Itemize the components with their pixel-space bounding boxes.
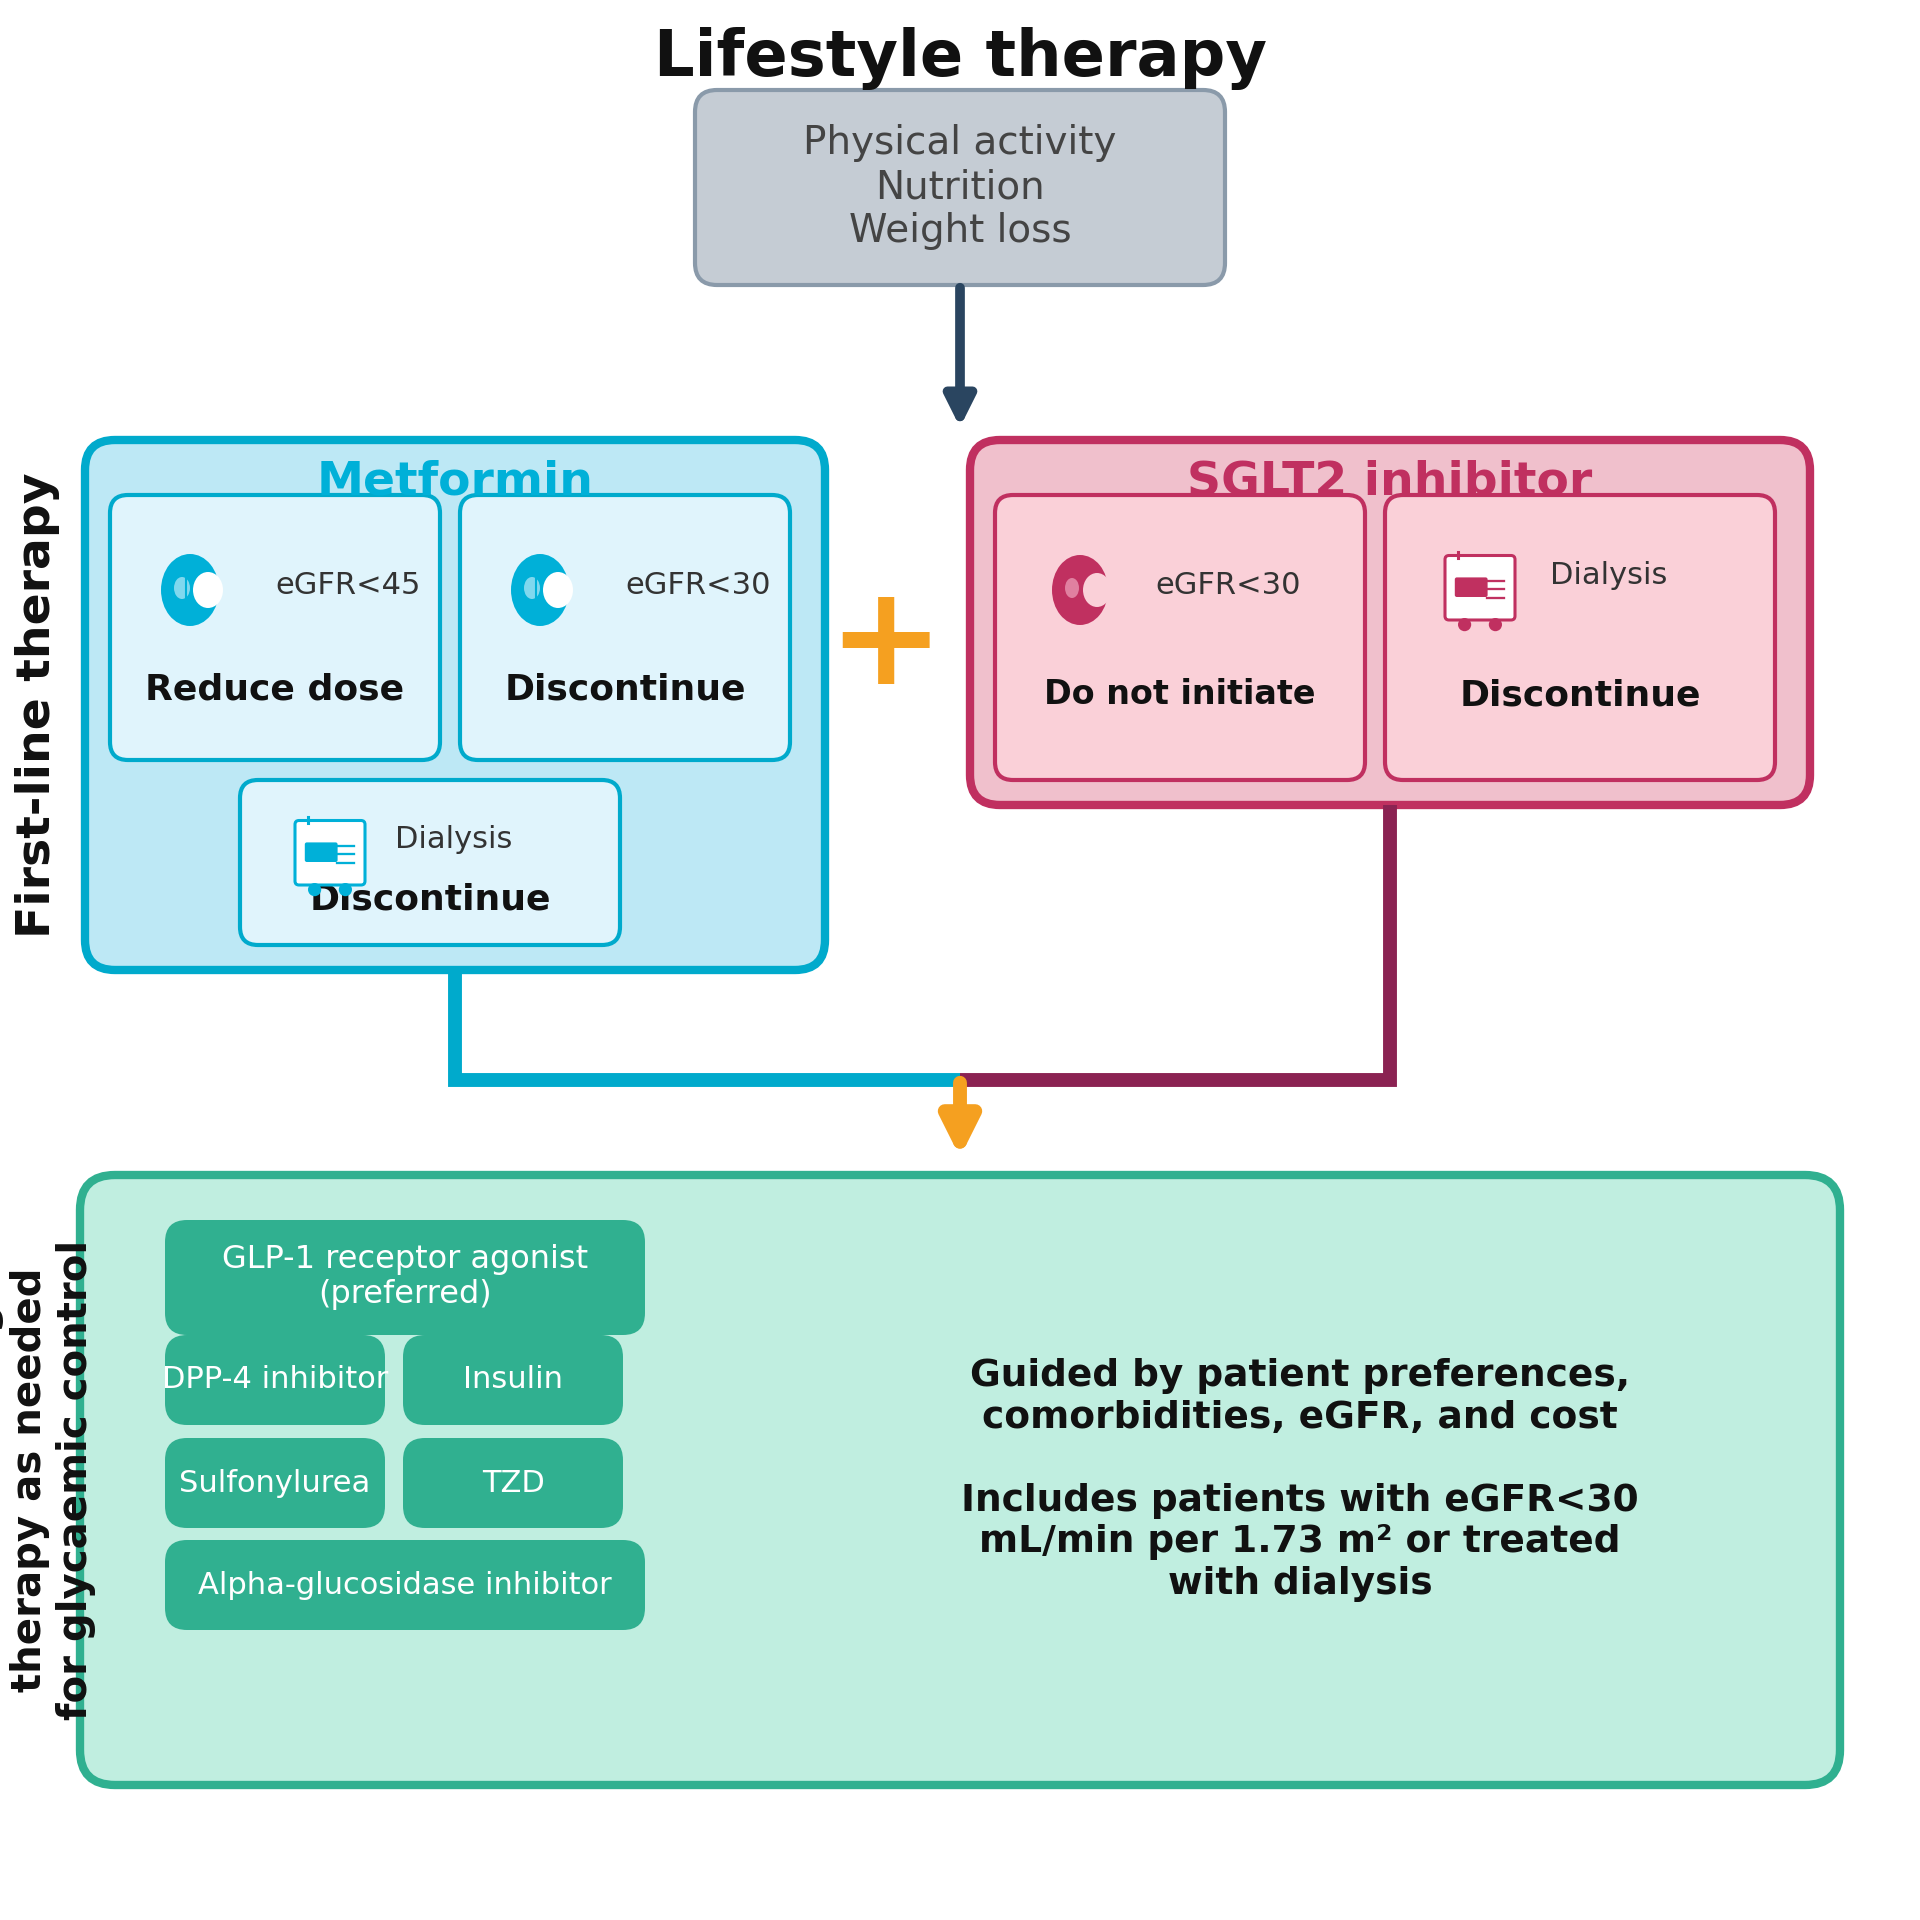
Text: Lifestyle therapy: Lifestyle therapy — [653, 27, 1267, 90]
FancyBboxPatch shape — [403, 1334, 622, 1425]
Text: SGLT2 inhibitor: SGLT2 inhibitor — [1187, 459, 1592, 505]
FancyBboxPatch shape — [165, 1540, 645, 1630]
FancyBboxPatch shape — [81, 1175, 1839, 1786]
FancyBboxPatch shape — [240, 780, 620, 945]
FancyBboxPatch shape — [970, 440, 1811, 804]
Circle shape — [307, 883, 321, 897]
Text: GLP-1 receptor agonist
(preferred): GLP-1 receptor agonist (preferred) — [223, 1244, 588, 1309]
FancyBboxPatch shape — [165, 1438, 386, 1528]
Text: Sulfonylurea: Sulfonylurea — [179, 1469, 371, 1498]
FancyBboxPatch shape — [296, 820, 365, 885]
Text: Do not initiate: Do not initiate — [1044, 678, 1315, 712]
Text: DPP-4 inhibitor: DPP-4 inhibitor — [161, 1365, 388, 1394]
Text: Discontinue: Discontinue — [1459, 678, 1701, 712]
Circle shape — [1488, 618, 1501, 632]
Circle shape — [1457, 618, 1471, 632]
Text: Discontinue: Discontinue — [309, 883, 551, 918]
FancyBboxPatch shape — [1446, 555, 1515, 620]
FancyBboxPatch shape — [995, 495, 1365, 780]
Ellipse shape — [511, 555, 568, 626]
Text: Dialysis: Dialysis — [1549, 561, 1667, 589]
Text: Physical activity
Nutrition
Weight loss: Physical activity Nutrition Weight loss — [803, 125, 1117, 250]
Text: +: + — [828, 578, 943, 712]
Ellipse shape — [194, 572, 223, 609]
Circle shape — [338, 883, 351, 897]
FancyBboxPatch shape — [165, 1334, 386, 1425]
Text: Reduce dose: Reduce dose — [146, 674, 405, 707]
Ellipse shape — [1083, 572, 1112, 607]
Text: Dialysis: Dialysis — [396, 826, 513, 854]
FancyBboxPatch shape — [109, 495, 440, 760]
FancyBboxPatch shape — [461, 495, 789, 760]
Ellipse shape — [1066, 578, 1079, 597]
FancyBboxPatch shape — [1384, 495, 1774, 780]
Text: Metformin: Metformin — [317, 459, 593, 505]
Text: Insulin: Insulin — [463, 1365, 563, 1394]
FancyBboxPatch shape — [403, 1438, 622, 1528]
Text: Additional drug
therapy as needed
for glycaemic control: Additional drug therapy as needed for gl… — [0, 1240, 96, 1720]
Ellipse shape — [543, 572, 572, 609]
FancyBboxPatch shape — [1455, 578, 1488, 597]
Text: eGFR<45: eGFR<45 — [275, 570, 420, 599]
Text: TZD: TZD — [482, 1469, 545, 1498]
FancyBboxPatch shape — [84, 440, 826, 970]
FancyBboxPatch shape — [165, 1219, 645, 1334]
Text: Discontinue: Discontinue — [505, 674, 745, 707]
Text: eGFR<30: eGFR<30 — [1156, 570, 1300, 599]
Text: eGFR<30: eGFR<30 — [626, 570, 770, 599]
Ellipse shape — [161, 555, 219, 626]
Ellipse shape — [1052, 555, 1108, 626]
Text: First-line therapy: First-line therapy — [15, 472, 61, 937]
Ellipse shape — [175, 578, 190, 599]
Text: Alpha-glucosidase inhibitor: Alpha-glucosidase inhibitor — [198, 1571, 612, 1599]
FancyBboxPatch shape — [695, 90, 1225, 284]
FancyBboxPatch shape — [305, 843, 338, 862]
Text: Guided by patient preferences,
comorbidities, eGFR, and cost

Includes patients : Guided by patient preferences, comorbidi… — [962, 1357, 1640, 1601]
Ellipse shape — [524, 578, 540, 599]
